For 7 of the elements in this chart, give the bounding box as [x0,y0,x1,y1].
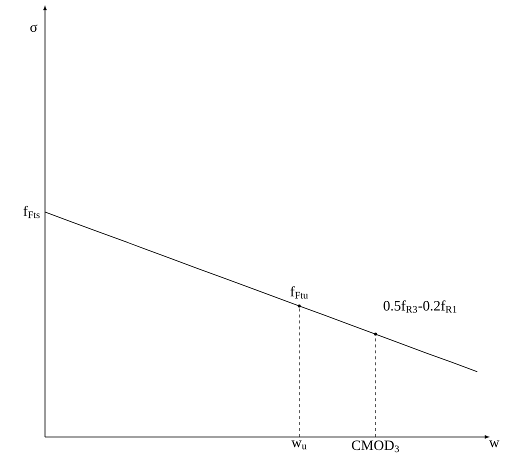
x-tick-label: w$_{u}$ [291,440,307,450]
x-axis-title: w [489,440,500,448]
text: σ [30,24,38,32]
annotation: 0.5f$_{R3}$-0.2f$_{R1}$ [384,300,456,313]
text: f$_{Fts}$ [23,206,40,218]
x-tick-label: CMOD$_{3}$ [352,440,399,452]
annotation: f$_{Ftu}$ [290,286,308,299]
